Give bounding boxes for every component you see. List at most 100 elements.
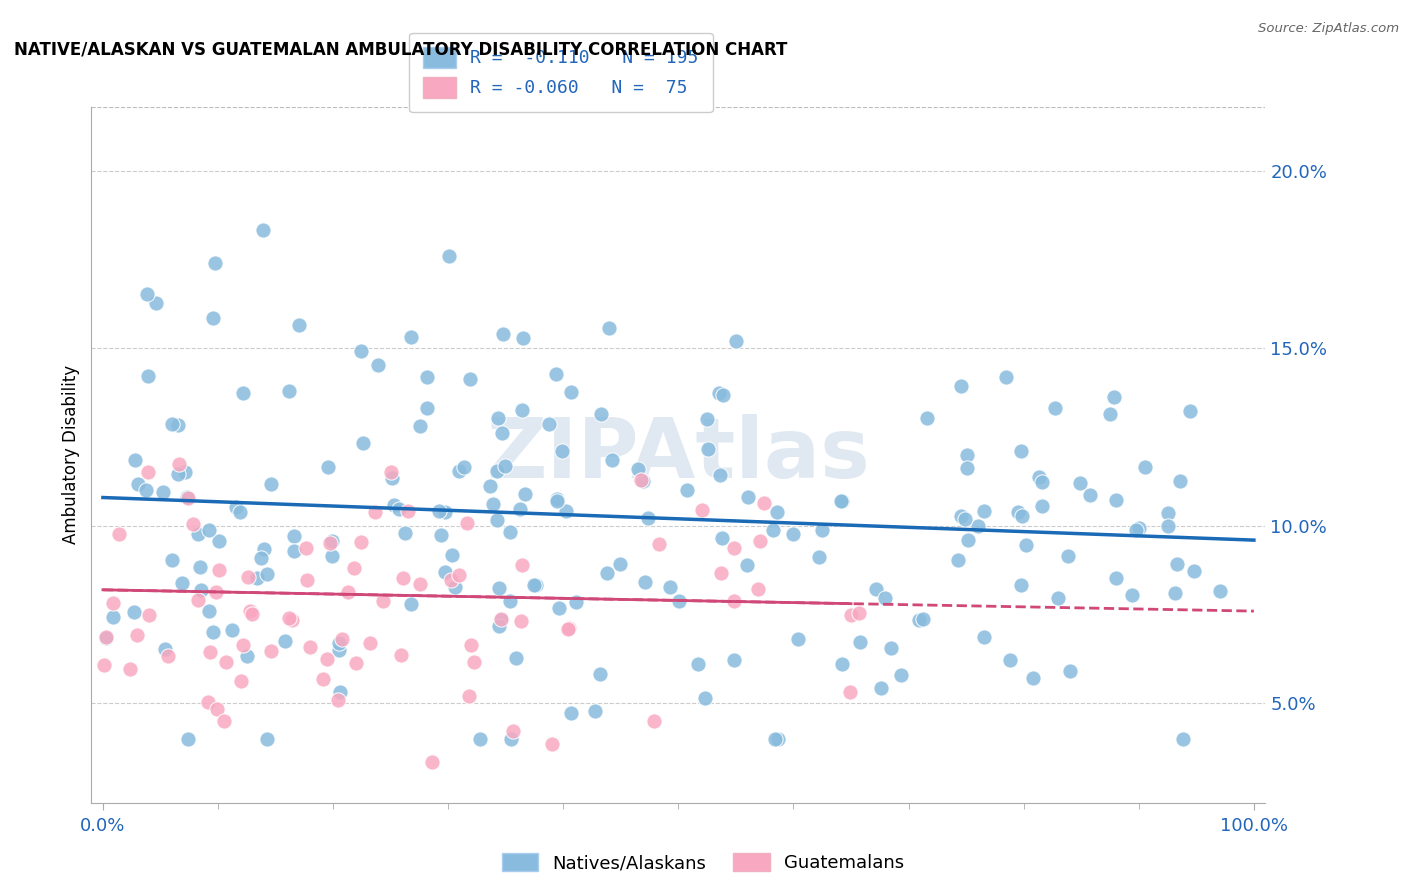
- Point: [1031, 475, 1053, 490]
- Point: [838, 685, 860, 699]
- Point: [463, 655, 485, 669]
- Point: [94, 630, 117, 644]
- Point: [973, 504, 995, 518]
- Point: [256, 566, 278, 581]
- Point: [890, 668, 912, 682]
- Point: [1156, 506, 1178, 520]
- Point: [551, 443, 574, 458]
- Point: [766, 506, 789, 520]
- Point: [399, 330, 422, 344]
- Point: [548, 600, 571, 615]
- Point: [510, 614, 533, 628]
- Point: [294, 541, 316, 555]
- Point: [723, 594, 745, 608]
- Point: [328, 643, 350, 657]
- Point: [1059, 665, 1081, 679]
- Point: [283, 543, 305, 558]
- Point: [453, 459, 475, 474]
- Point: [787, 632, 810, 646]
- Point: [93, 658, 115, 673]
- Point: [138, 607, 160, 622]
- Point: [1028, 470, 1050, 484]
- Point: [319, 535, 342, 549]
- Point: [236, 570, 259, 584]
- Point: [167, 457, 190, 471]
- Point: [693, 691, 716, 706]
- Point: [879, 641, 901, 656]
- Point: [557, 622, 579, 636]
- Point: [668, 594, 690, 608]
- Point: [176, 491, 198, 505]
- Point: [676, 483, 699, 498]
- Point: [1125, 523, 1147, 537]
- Point: [167, 467, 190, 482]
- Point: [229, 505, 252, 519]
- Point: [456, 516, 478, 530]
- Point: [232, 385, 254, 400]
- Point: [394, 526, 416, 541]
- Point: [591, 407, 613, 421]
- Point: [510, 558, 533, 572]
- Point: [1105, 571, 1128, 585]
- Point: [125, 628, 148, 642]
- Point: [277, 384, 299, 399]
- Point: [595, 566, 617, 580]
- Point: [329, 685, 352, 699]
- Point: [583, 704, 606, 718]
- Point: [565, 595, 588, 609]
- Point: [458, 690, 481, 704]
- Point: [626, 462, 648, 476]
- Point: [737, 491, 759, 505]
- Point: [249, 551, 271, 566]
- Point: [145, 295, 167, 310]
- Point: [122, 605, 145, 619]
- Point: [120, 662, 142, 676]
- Point: [208, 563, 231, 577]
- Point: [748, 533, 770, 548]
- Point: [1010, 578, 1032, 592]
- Point: [723, 541, 745, 556]
- Point: [440, 549, 463, 563]
- Point: [367, 358, 389, 372]
- Point: [197, 604, 219, 618]
- Point: [973, 630, 995, 644]
- Point: [312, 672, 335, 686]
- Point: [488, 581, 510, 595]
- Point: [1128, 521, 1150, 535]
- Point: [430, 527, 453, 541]
- Point: [915, 410, 938, 425]
- Point: [1173, 731, 1195, 746]
- Point: [908, 613, 931, 627]
- Point: [316, 652, 339, 666]
- Point: [1098, 408, 1121, 422]
- Point: [768, 731, 790, 746]
- Point: [449, 464, 471, 478]
- Point: [212, 714, 235, 729]
- Point: [409, 418, 432, 433]
- Point: [1166, 558, 1188, 572]
- Point: [201, 625, 224, 640]
- Point: [1121, 588, 1143, 602]
- Point: [252, 222, 274, 236]
- Point: [648, 537, 671, 551]
- Point: [637, 511, 659, 525]
- Point: [204, 256, 226, 270]
- Point: [686, 657, 709, 671]
- Point: [274, 633, 297, 648]
- Point: [873, 591, 896, 605]
- Point: [427, 504, 450, 518]
- Y-axis label: Ambulatory Disability: Ambulatory Disability: [62, 366, 80, 544]
- Point: [1007, 504, 1029, 518]
- Point: [849, 634, 872, 648]
- Point: [554, 503, 576, 517]
- Point: [488, 618, 510, 632]
- Point: [260, 476, 283, 491]
- Point: [1209, 583, 1232, 598]
- Point: [505, 651, 527, 665]
- Point: [399, 597, 422, 611]
- Point: [950, 508, 973, 523]
- Point: [318, 460, 340, 475]
- Point: [1043, 401, 1066, 416]
- Point: [167, 417, 190, 432]
- Point: [1135, 460, 1157, 475]
